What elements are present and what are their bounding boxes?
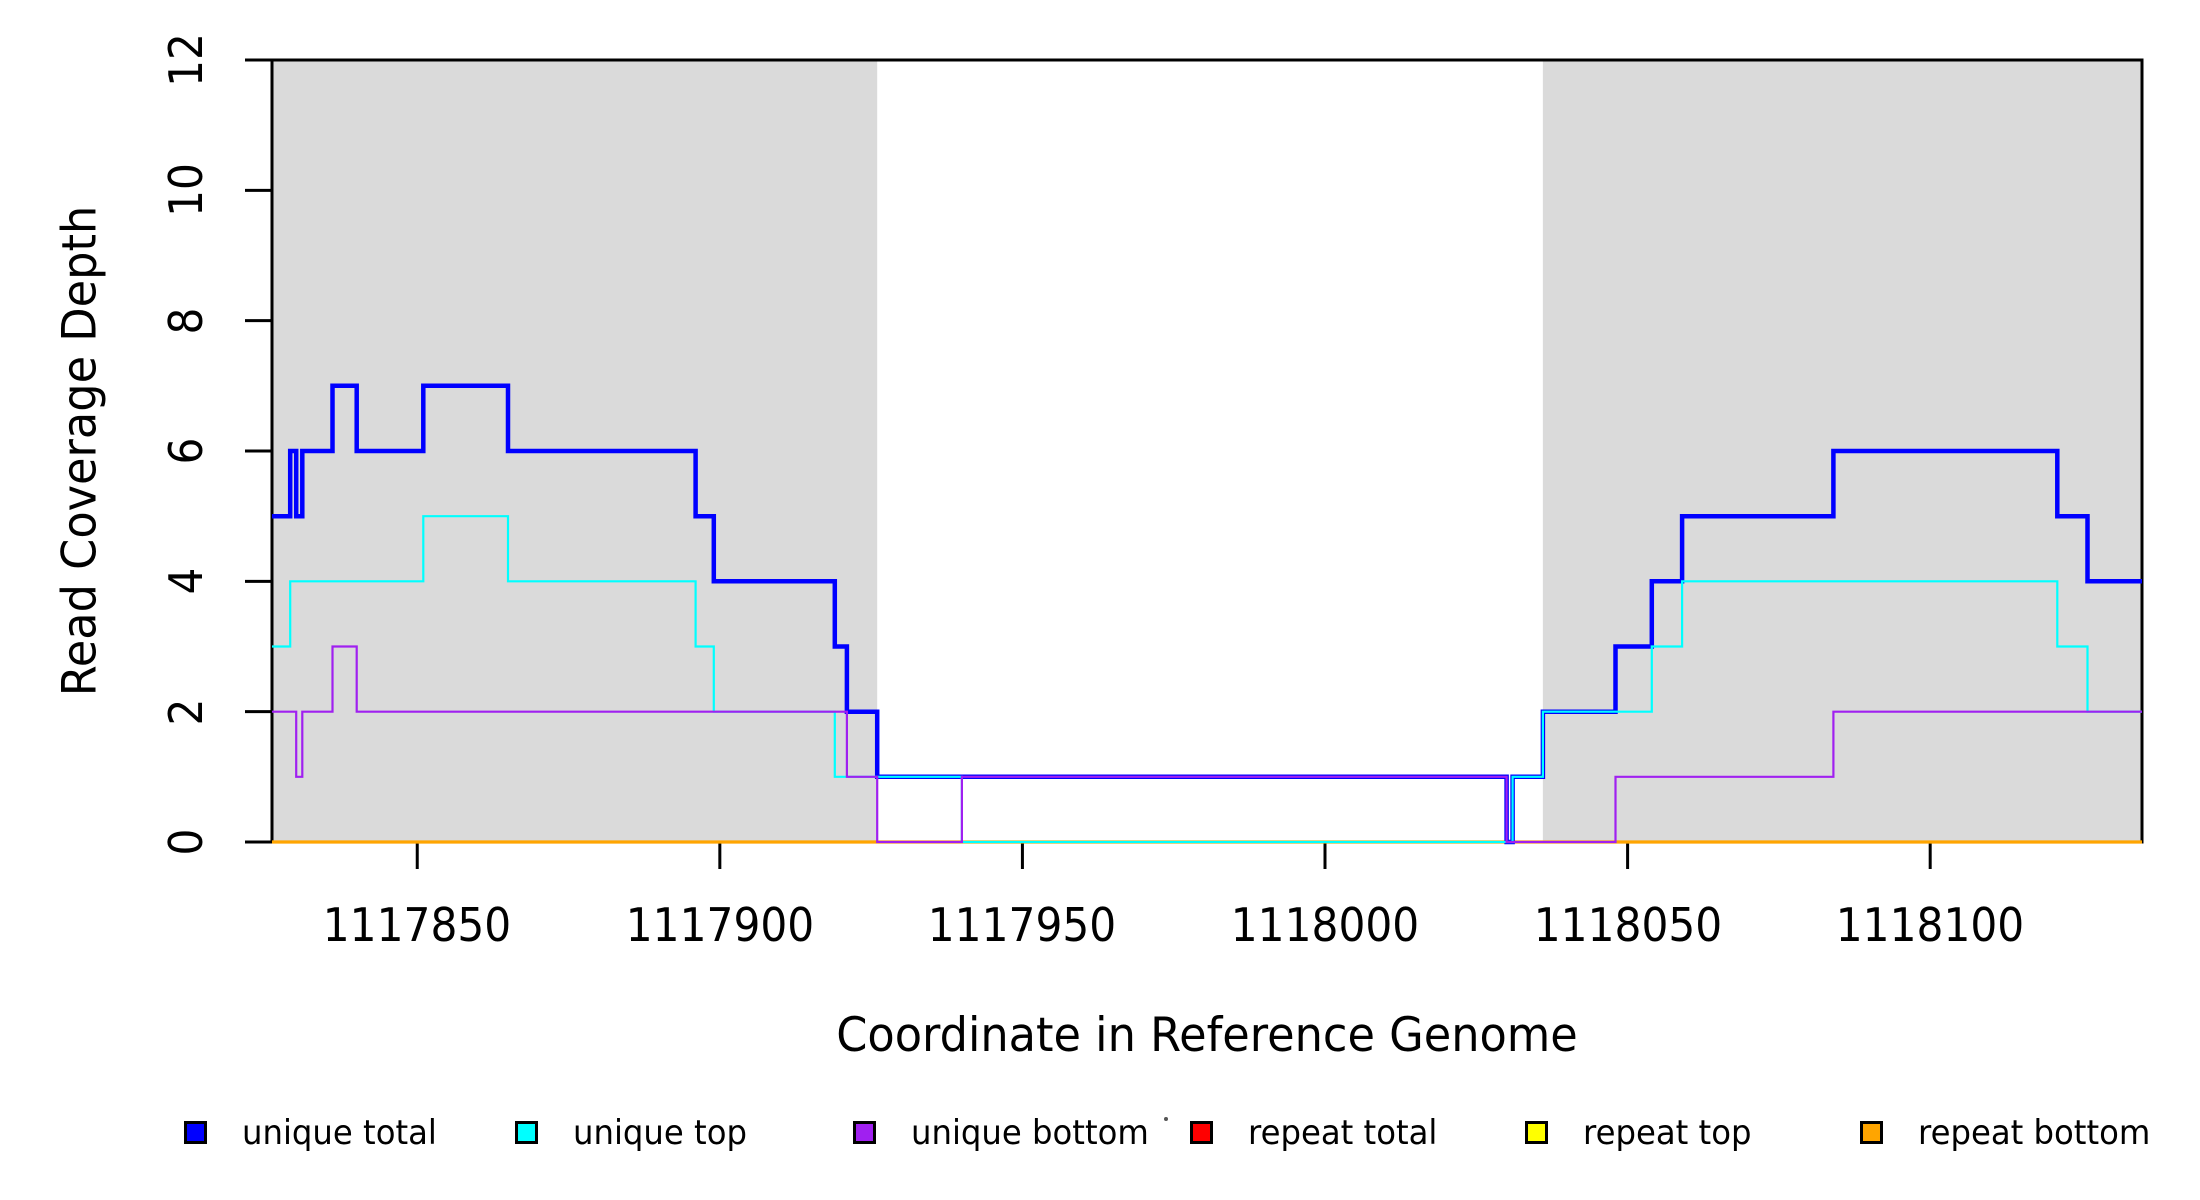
y-axis-title: Read Coverage Depth	[52, 205, 108, 697]
legend-label-unique-top: unique top	[573, 1113, 747, 1153]
y-tick-label-1: 2	[159, 698, 213, 726]
legend-artifact-dot	[1164, 1117, 1168, 1121]
y-tick-label-3: 6	[159, 437, 213, 465]
x-tick-label-0: 1117850	[322, 898, 512, 952]
y-tick-label-4: 8	[159, 307, 213, 335]
series-unique-total	[272, 383, 2142, 845]
legend-label-repeat-bottom: repeat bottom	[1918, 1113, 2151, 1153]
y-tick-label-6: 12	[159, 33, 213, 87]
legend-swatch-repeat-bottom	[1860, 1121, 1883, 1144]
y-tick-label-2: 4	[159, 567, 213, 595]
series-unique-bottom	[272, 645, 2142, 844]
legend-swatch-unique-total	[184, 1121, 207, 1144]
y-tick-label-5: 10	[159, 163, 213, 218]
legend-swatch-repeat-top	[1525, 1121, 1548, 1144]
legend-label-repeat-total: repeat total	[1248, 1113, 1438, 1153]
x-tick-label-2: 1117950	[928, 898, 1117, 952]
x-axis-title: Coordinate in Reference Genome	[836, 1008, 1578, 1063]
legend-label-repeat-top: repeat top	[1583, 1113, 1752, 1153]
x-tick-label-3: 1118000	[1230, 898, 1420, 952]
legend-label-unique-total: unique total	[242, 1113, 437, 1153]
legend-swatch-repeat-total	[1190, 1121, 1213, 1144]
legend-swatch-unique-top	[515, 1121, 538, 1144]
legend-swatch-unique-bottom	[853, 1121, 876, 1144]
y-tick-label-0: 0	[159, 828, 213, 856]
legend-label-unique-bottom: unique bottom	[911, 1113, 1149, 1153]
x-tick-label-1: 1117900	[625, 898, 815, 952]
x-tick-label-4: 1118050	[1533, 898, 1722, 952]
x-tick-label-5: 1118100	[1835, 898, 2025, 952]
